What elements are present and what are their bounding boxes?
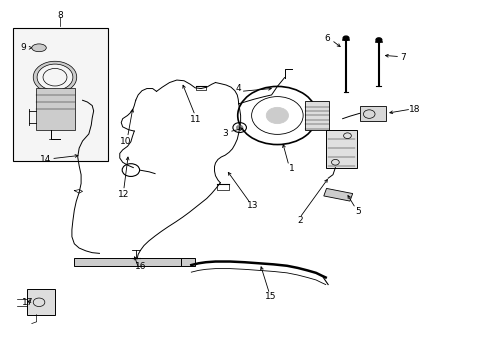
- Text: 3: 3: [222, 130, 227, 139]
- Text: 1: 1: [288, 164, 294, 173]
- Bar: [27, 289, 55, 315]
- Text: 4: 4: [235, 84, 241, 93]
- Ellipse shape: [32, 44, 46, 52]
- Wedge shape: [33, 61, 77, 93]
- Text: 15: 15: [265, 292, 276, 301]
- Bar: [359, 106, 386, 121]
- Circle shape: [343, 36, 348, 40]
- Text: 12: 12: [118, 190, 129, 199]
- Circle shape: [266, 107, 288, 123]
- Text: 11: 11: [190, 114, 202, 123]
- Text: 7: 7: [399, 53, 405, 62]
- Bar: [180, 258, 195, 266]
- Bar: [305, 101, 328, 130]
- Text: 10: 10: [120, 136, 132, 145]
- Bar: [323, 188, 352, 201]
- Text: 18: 18: [408, 105, 420, 114]
- Text: 14: 14: [40, 155, 51, 164]
- Text: 5: 5: [355, 207, 361, 216]
- Text: 16: 16: [135, 262, 146, 271]
- Bar: [74, 258, 180, 266]
- Bar: [325, 130, 356, 168]
- Circle shape: [236, 125, 243, 130]
- Circle shape: [375, 38, 381, 42]
- Text: 13: 13: [247, 201, 259, 210]
- Bar: [36, 88, 75, 130]
- Text: 17: 17: [22, 298, 34, 307]
- Text: 9: 9: [20, 43, 26, 52]
- Bar: [13, 28, 107, 161]
- Text: 6: 6: [324, 34, 330, 43]
- Text: 8: 8: [57, 11, 62, 20]
- Text: 2: 2: [297, 216, 303, 225]
